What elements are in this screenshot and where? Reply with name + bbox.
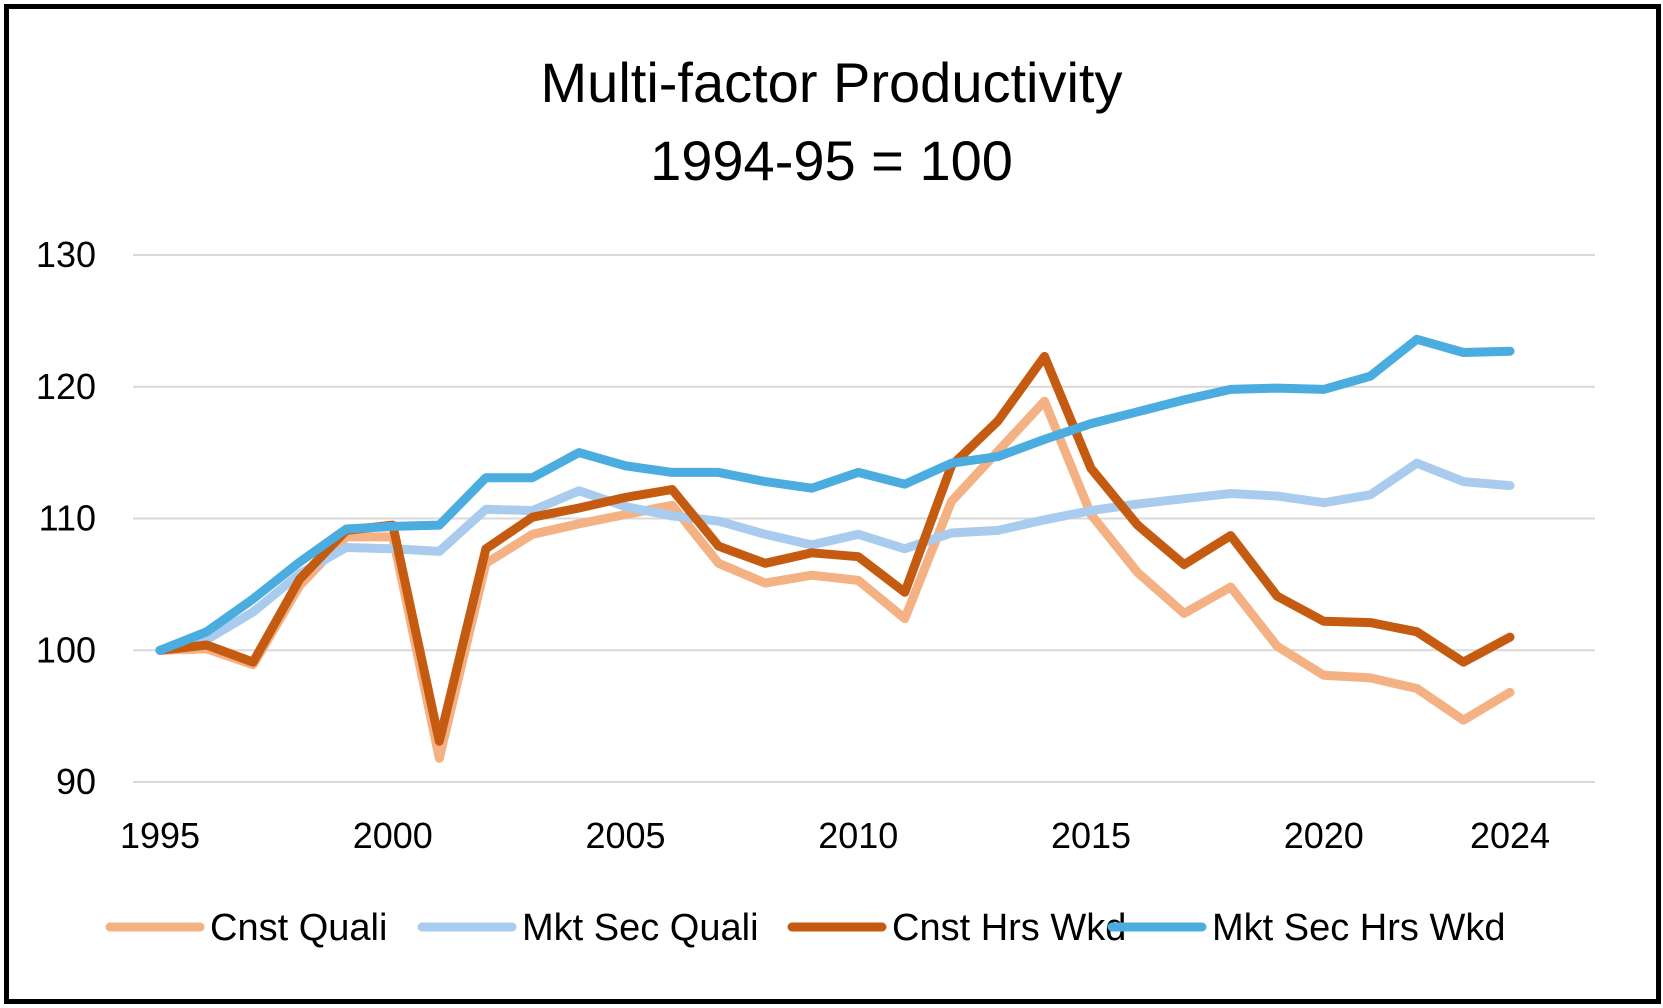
legend-label-mkt-sec-quali: Mkt Sec Quali [522, 907, 759, 949]
legend-label-cnst-hrs-wkd: Cnst Hrs Wkd [892, 907, 1126, 949]
x-tick-label-1995: 1995 [120, 815, 200, 856]
x-tick-label-2005: 2005 [585, 815, 665, 856]
x-tick-label-2024: 2024 [1470, 815, 1550, 856]
x-tick-label-2020: 2020 [1284, 815, 1364, 856]
y-tick-label-100: 100 [36, 629, 96, 670]
legend-label-cnst-quali: Cnst Quali [210, 907, 387, 949]
grid-lines [133, 254, 1595, 783]
chart-frame [4, 4, 1661, 1004]
chart-subtitle: 1994-95 = 100 [650, 129, 1013, 192]
y-tick-label-120: 120 [36, 366, 96, 407]
series-line-cnst-quali [155, 396, 1515, 763]
series-line-mkt-sec-hrs-wkd [155, 334, 1515, 655]
y-axis: 90 100 110 120 130 [36, 234, 96, 802]
legend-label-mkt-sec-hrs-wkd: Mkt Sec Hrs Wkd [1212, 907, 1505, 949]
x-tick-label-2000: 2000 [353, 815, 433, 856]
y-tick-label-110: 110 [39, 498, 96, 539]
series-line-mkt-sec-quali [155, 458, 1515, 655]
y-tick-label-130: 130 [36, 234, 96, 275]
legend: Cnst Quali Mkt Sec Quali Cnst Hrs Wkd Mkt S… [105, 907, 1505, 949]
x-tick-label-2010: 2010 [818, 815, 898, 856]
x-axis: 1995 2000 2005 2010 2015 2020 2024 [120, 815, 1550, 856]
y-tick-label-90: 90 [56, 761, 96, 802]
series-lines [155, 334, 1515, 763]
chart-titles: Multi-factor Productivity 1994-95 = 100 [0, 44, 1663, 200]
chart-title: Multi-factor Productivity [540, 51, 1123, 114]
x-tick-label-2015: 2015 [1051, 815, 1131, 856]
